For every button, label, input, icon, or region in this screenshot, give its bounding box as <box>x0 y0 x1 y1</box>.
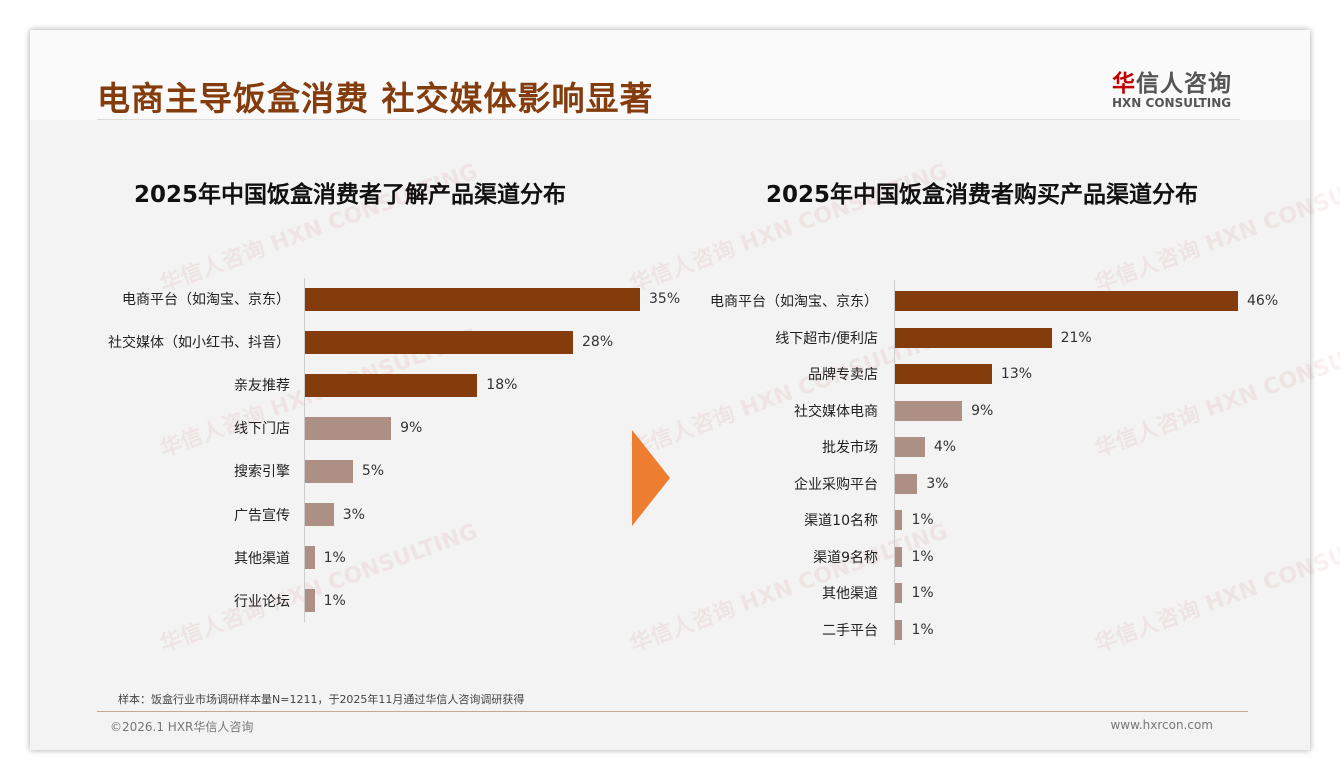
data-label: 3% <box>342 506 365 523</box>
data-label: 1% <box>911 585 934 601</box>
watermark: 华信人咨询 HXN CONSULTING <box>156 519 482 658</box>
bar <box>305 546 315 570</box>
data-label: 1% <box>911 621 934 638</box>
bar <box>305 330 573 354</box>
slide: 电商主导饭盒消费 社交媒体影响显著 华信人咨询 HXN CONSULTING 华… <box>30 30 1340 750</box>
sample-note: 样本：饭盒行业市场调研样本量N=1211，于2025年11月通过华信人咨询调研获… <box>118 693 525 706</box>
category-label: 电商平台（如淘宝、京东） <box>710 294 878 310</box>
bar <box>895 364 992 384</box>
data-label: 13% <box>1000 366 1033 382</box>
bar <box>895 510 903 530</box>
page-title: 电商主导饭盒消费 社交媒体影响显著 <box>97 79 654 118</box>
category-label: 二手平台 <box>822 622 878 639</box>
category-label: 线下门店 <box>234 421 290 438</box>
data-label: 28% <box>582 334 614 351</box>
chart-title-right: 2025年中国饭盒消费者购买产品渠道分布 <box>765 182 1199 208</box>
copyright: ©2026.1 HXR华信人咨询 <box>110 720 254 734</box>
category-label: 批发市场 <box>822 440 878 456</box>
category-label: 其他渠道 <box>234 550 290 567</box>
bar <box>305 416 392 440</box>
bar <box>305 287 640 311</box>
category-label: 企业采购平台 <box>794 476 878 493</box>
watermark: 华信人咨询 HXN CONSULTING <box>1091 519 1340 658</box>
header-divider <box>97 119 1240 120</box>
bar <box>305 589 315 613</box>
footer-divider <box>97 711 1248 712</box>
data-label: 4% <box>933 439 957 455</box>
data-label: 1% <box>323 549 346 566</box>
data-label: 21% <box>1060 329 1092 346</box>
data-label: 35% <box>649 291 681 307</box>
bar <box>895 583 903 603</box>
category-label: 渠道10名称 <box>804 513 878 529</box>
bar <box>895 473 918 494</box>
data-label: 5% <box>361 463 385 480</box>
category-label: 社交媒体电商 <box>794 403 878 420</box>
data-label: 46% <box>1247 293 1279 309</box>
arrow-right-icon <box>632 430 670 526</box>
data-label: 9% <box>400 420 423 437</box>
category-label: 行业论坛 <box>234 593 290 610</box>
category-label: 线下超市/便利店 <box>775 330 878 347</box>
category-label: 社交媒体（如小红书、抖音） <box>108 335 290 352</box>
bar <box>305 459 353 483</box>
website: www.hxrcon.com <box>1110 718 1213 732</box>
data-label: 3% <box>926 475 949 492</box>
bar <box>895 437 925 457</box>
category-label: 其他渠道 <box>822 586 878 602</box>
bar <box>895 291 1238 311</box>
chart-title-left: 2025年中国饭盒消费者了解产品渠道分布 <box>133 182 567 208</box>
bar <box>895 327 1052 348</box>
axis-line <box>304 278 305 622</box>
bar <box>305 373 478 397</box>
data-label: 9% <box>971 402 994 419</box>
logo: 华信人咨询 HXN CONSULTING <box>1112 71 1232 110</box>
category-label: 电商平台（如淘宝、京东） <box>122 292 290 308</box>
bar <box>895 400 963 421</box>
bar <box>895 619 903 640</box>
category-label: 品牌专卖店 <box>808 367 878 383</box>
bar <box>305 503 334 526</box>
category-label: 广告宣传 <box>234 507 290 524</box>
data-label: 1% <box>911 548 934 565</box>
bar <box>895 546 903 567</box>
axis-line <box>894 280 895 645</box>
category-label: 亲友推荐 <box>234 378 290 395</box>
data-label: 1% <box>323 592 346 609</box>
watermark: 华信人咨询 HXN CONSULTING <box>1091 324 1340 463</box>
category-label: 搜索引擎 <box>234 464 290 481</box>
data-label: 18% <box>486 377 518 394</box>
header-band <box>30 30 1310 120</box>
category-label: 渠道9名称 <box>813 549 878 566</box>
data-label: 1% <box>911 512 934 528</box>
